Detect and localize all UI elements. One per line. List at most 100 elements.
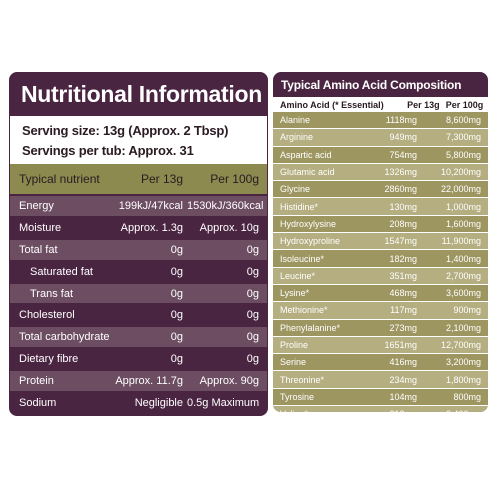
nutrition-row: Moisture Approx. 1.3g Approx. 10g bbox=[10, 217, 267, 240]
amino-name: Lysine* bbox=[280, 288, 310, 299]
amino-per-100g: 2,700mg bbox=[445, 270, 481, 281]
amino-row: Isoleucine* 182mg 1,400mg bbox=[273, 250, 488, 268]
amino-per-13g: 273mg bbox=[389, 322, 417, 333]
amino-per-13g: 117mg bbox=[390, 305, 417, 316]
amino-panel: Typical Amino Acid Composition Amino Aci… bbox=[273, 72, 488, 412]
nutrient-per-13g: 0g bbox=[170, 243, 183, 256]
nutrient-per-100g: Approx. 10g bbox=[199, 221, 259, 234]
amino-per-100g: 11,900mg bbox=[441, 236, 481, 247]
nutrient-per-100g: 0g bbox=[246, 309, 259, 322]
nutrient-per-100g: Approx. 90g bbox=[199, 375, 259, 388]
header-per-13g: Per 13g bbox=[140, 172, 183, 186]
amino-per-13g: 1118mg bbox=[385, 115, 417, 126]
nutrient-per-13g: Approx. 11.7g bbox=[115, 375, 183, 388]
nutrient-per-100g: 1530kJ/360kcal bbox=[187, 199, 264, 212]
amino-row: Histidine* 130mg 1,000mg bbox=[273, 198, 488, 216]
amino-per-13g: 1547mg bbox=[384, 236, 417, 247]
nutrient-name: Energy bbox=[19, 199, 54, 212]
amino-per-100g: 3,600mg bbox=[445, 288, 481, 299]
amino-per-100g: 1,400mg bbox=[445, 253, 481, 264]
nutrient-per-13g: 0g bbox=[170, 331, 183, 344]
amino-name: Leucine* bbox=[280, 270, 316, 281]
amino-name: Tyrosine bbox=[280, 391, 315, 402]
header-typical-nutrient: Typical nutrient bbox=[19, 172, 100, 186]
amino-name: Glutamic acid bbox=[280, 167, 335, 178]
amino-per-13g: 312mg bbox=[361, 409, 423, 412]
amino-per-13g: 1326mg bbox=[384, 167, 417, 178]
nutrient-name: Trans fat bbox=[30, 287, 73, 300]
nutrition-rows: Energy 199kJ/47kcal 1530kJ/360kcal Moisture… bbox=[10, 196, 267, 415]
amino-name: Proline bbox=[280, 340, 309, 350]
amino-name: Serine bbox=[280, 357, 307, 368]
amino-per-13g: 234mg bbox=[389, 374, 417, 385]
nutrient-per-100g: 0g bbox=[246, 331, 259, 344]
nutrient-per-13g: 199kJ/47kcal bbox=[118, 199, 183, 212]
nutrition-title: Nutritional Information bbox=[10, 73, 267, 116]
nutrient-per-13g: 0g bbox=[170, 309, 183, 322]
nutrient-per-100g: 0.5g Maximum bbox=[187, 396, 260, 409]
amino-row: Arginine 949mg 7,300mg bbox=[273, 129, 488, 147]
amino-row: Glycine 2860mg 22,000mg bbox=[273, 181, 488, 199]
amino-per-13g: 468mg bbox=[389, 288, 417, 299]
amino-per-13g: 351mg bbox=[389, 270, 417, 281]
nutrient-per-13g: 0g bbox=[170, 287, 183, 300]
amino-row: Hydroxyproline 1547mg 11,900mg bbox=[273, 233, 488, 251]
amino-name: Aspartic acid bbox=[280, 149, 332, 160]
amino-name: Threonine* bbox=[280, 374, 325, 385]
amino-rows: Alanine 1118mg 8,600mg Arginine 949mg 7,300mg… bbox=[273, 112, 488, 412]
amino-per-100g: 22,000mg bbox=[440, 184, 481, 195]
amino-per-13g: 754mg bbox=[389, 149, 417, 160]
amino-row: Aspartic acid 754mg 5,800mg bbox=[273, 146, 488, 164]
amino-per-100g: 7,300mg bbox=[445, 132, 481, 143]
nutrient-name: Protein bbox=[19, 375, 54, 388]
amino-per-100g: 5,800mg bbox=[445, 149, 481, 160]
nutrition-row: Total carbohydrate 0g 0g bbox=[10, 327, 267, 350]
nutrient-per-100g: 0g bbox=[246, 287, 259, 300]
amino-name: Phenylalanine* bbox=[280, 322, 341, 333]
nutrient-per-13g: 0g bbox=[170, 265, 183, 278]
header-per-100g: Per 100g bbox=[210, 172, 259, 186]
amino-name: Hydroxyproline bbox=[280, 236, 341, 247]
amino-per-13g: 2860mg bbox=[384, 184, 417, 195]
amino-row: Valine*312mg2,400mg bbox=[273, 406, 488, 412]
amino-row: Glutamic acid 1326mg 10,200mg bbox=[273, 163, 488, 182]
amino-per-100g: 12,700mg bbox=[440, 340, 481, 350]
amino-row: Phenylalanine* 273mg 2,100mg bbox=[273, 319, 488, 337]
amino-row: Hydroxylysine 208mg 1,600mg bbox=[273, 215, 488, 234]
amino-name: Valine* bbox=[273, 409, 361, 412]
header-amino-acid: Amino Acid (* Essential) bbox=[280, 99, 384, 110]
nutrition-row: Cholesterol 0g 0g bbox=[10, 305, 267, 328]
nutrition-row: Total fat 0g 0g bbox=[10, 239, 267, 262]
amino-per-13g: 949mg bbox=[389, 132, 417, 143]
amino-per-100g: 1,800mg bbox=[445, 374, 481, 385]
amino-name: Methionine* bbox=[280, 305, 328, 316]
nutrient-name: Sodium bbox=[19, 396, 57, 409]
amino-title: Typical Amino Acid Composition bbox=[281, 78, 462, 92]
nutrient-name: Total fat bbox=[19, 243, 58, 256]
amino-per-100g: 3,200mg bbox=[445, 357, 481, 368]
amino-per-13g: 130mg bbox=[389, 201, 417, 212]
amino-row: Tyrosine 104mg 800mg bbox=[273, 388, 488, 407]
amino-per-13g: 182mg bbox=[389, 253, 417, 264]
amino-per-13g: 416mg bbox=[389, 357, 417, 368]
amino-per-100g: 2,100mg bbox=[445, 322, 481, 333]
nutrition-row: Energy 199kJ/47kcal 1530kJ/360kcal bbox=[10, 196, 267, 218]
nutrient-per-100g: 0g bbox=[246, 243, 259, 256]
amino-per-100g: 2,400mg bbox=[423, 409, 488, 412]
amino-per-100g: 800mg bbox=[453, 391, 481, 402]
nutrition-row: Dietary fibre 0g 0g bbox=[10, 349, 267, 372]
amino-per-100g: 1,000mg bbox=[445, 201, 481, 212]
amino-name: Glycine bbox=[280, 184, 311, 195]
nutrition-header-row: Typical nutrient Per 13g Per 100g bbox=[10, 164, 267, 196]
amino-name: Histidine* bbox=[280, 201, 319, 212]
nutrient-per-13g: Negligible bbox=[134, 396, 183, 409]
amino-per-100g: 10,200mg bbox=[440, 167, 481, 178]
amino-per-100g: 8,600mg bbox=[445, 115, 481, 126]
nutrient-per-13g: Approx. 1.3g bbox=[120, 221, 183, 234]
nutrition-panel: Nutritional Information Serving size: 13… bbox=[9, 72, 268, 416]
amino-row: Serine 416mg 3,200mg bbox=[273, 354, 488, 372]
nutrition-row: Protein Approx. 11.7g Approx. 90g bbox=[10, 371, 267, 394]
header-amino-per-13g: Per 13g bbox=[407, 99, 440, 110]
amino-per-13g: 208mg bbox=[389, 218, 417, 229]
amino-row: Threonine* 234mg 1,800mg bbox=[273, 371, 488, 389]
